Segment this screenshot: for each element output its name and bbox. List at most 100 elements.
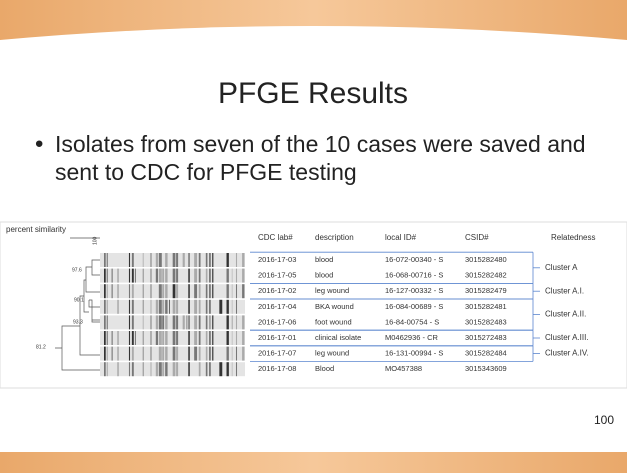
column-header: Relatedness <box>551 233 595 242</box>
gel-band <box>199 347 201 361</box>
gel-lane <box>100 284 245 298</box>
gel-band <box>169 300 170 314</box>
gel-band <box>104 362 106 376</box>
cell: 3015282480 <box>465 255 507 264</box>
gel-band <box>165 315 167 329</box>
gel-band <box>132 362 134 376</box>
gel-band <box>212 253 213 267</box>
gel-band <box>143 331 144 345</box>
gel-band <box>206 284 208 298</box>
gel-band <box>151 362 152 376</box>
gel-band <box>132 347 134 361</box>
gel-band <box>107 315 108 329</box>
cell: 2016-17-04 <box>258 302 296 311</box>
gel-band <box>112 269 113 283</box>
cell: 3015272483 <box>465 333 507 342</box>
gel-band <box>173 331 176 345</box>
cell: leg wound <box>315 349 349 358</box>
gel-band <box>209 315 210 329</box>
gel-band <box>232 347 233 361</box>
gel-band <box>173 284 176 298</box>
cell: blood <box>315 255 333 264</box>
cell: 16-131-00994 - S <box>385 349 443 358</box>
cell: 16-84-00754 - S <box>385 317 439 326</box>
gel-band <box>176 347 178 361</box>
gel-band <box>159 331 162 345</box>
gel-band <box>162 362 164 376</box>
gel-band <box>209 284 210 298</box>
gel-band <box>212 347 213 361</box>
gel-band <box>194 331 197 345</box>
gel-band <box>176 362 178 376</box>
gel-band <box>236 284 237 298</box>
gel-band <box>173 269 176 283</box>
gel-band <box>117 331 119 345</box>
gel-band <box>165 253 167 267</box>
gel-band <box>165 362 167 376</box>
gel-band <box>143 300 144 314</box>
gel-band <box>209 362 210 376</box>
gel-band <box>199 253 201 267</box>
gel-band <box>129 347 130 361</box>
gel-band <box>173 347 176 361</box>
gel-band <box>132 331 134 345</box>
gel-band <box>219 300 222 314</box>
cluster-label: Cluster A.IV. <box>545 349 589 358</box>
gel-band <box>209 253 210 267</box>
gel-band <box>199 331 201 345</box>
gel-band <box>117 269 119 283</box>
gel-band <box>227 347 229 361</box>
gel-band <box>199 362 201 376</box>
gel-band <box>132 315 134 329</box>
cell: 2016-17-06 <box>258 317 296 326</box>
gel-band <box>236 362 237 376</box>
gel-band <box>236 269 237 283</box>
gel-band <box>236 253 237 267</box>
column-header: CDC lab# <box>258 233 293 242</box>
gel-lane <box>100 347 245 361</box>
gel-band <box>159 315 162 329</box>
gel-band <box>151 269 152 283</box>
gel-band <box>129 253 130 267</box>
cell: blood <box>315 271 333 280</box>
gel-band <box>194 284 197 298</box>
gel-band <box>104 331 106 345</box>
gel-band <box>156 362 158 376</box>
gel-band <box>188 315 190 329</box>
gel-band <box>173 362 176 376</box>
gel-band <box>199 284 201 298</box>
gel-band <box>194 253 197 267</box>
gel-band <box>129 315 130 329</box>
gel-band <box>112 331 113 345</box>
gel-band <box>165 269 167 283</box>
gel-band <box>206 269 208 283</box>
cell: 2016-17-07 <box>258 349 296 358</box>
axis-label: percent similarity <box>6 225 66 234</box>
gel-band <box>199 315 201 329</box>
gel-band <box>159 347 162 361</box>
gel-band <box>165 300 167 314</box>
gel-band <box>162 284 164 298</box>
gel-band <box>206 300 208 314</box>
cell: 2016-17-02 <box>258 286 296 295</box>
gel-band <box>183 253 185 267</box>
gel-band <box>107 269 108 283</box>
gel-band <box>129 362 130 376</box>
gel-band <box>209 269 210 283</box>
gel-band <box>206 253 208 267</box>
cell: 2016-17-01 <box>258 333 296 342</box>
cell: 16-127-00332 - S <box>385 286 443 295</box>
gel-band <box>151 284 152 298</box>
column-header: description <box>315 233 354 242</box>
cell: 3015282479 <box>465 286 507 295</box>
gel-band <box>159 284 162 298</box>
cell: BKA wound <box>315 302 354 311</box>
gel-band <box>176 315 178 329</box>
gel-band <box>194 347 197 361</box>
gel-band <box>165 347 167 361</box>
gel-band <box>206 347 208 361</box>
gel-band <box>107 300 108 314</box>
gel-band <box>165 284 167 298</box>
gel-band <box>242 269 244 283</box>
gel-band <box>183 315 185 329</box>
